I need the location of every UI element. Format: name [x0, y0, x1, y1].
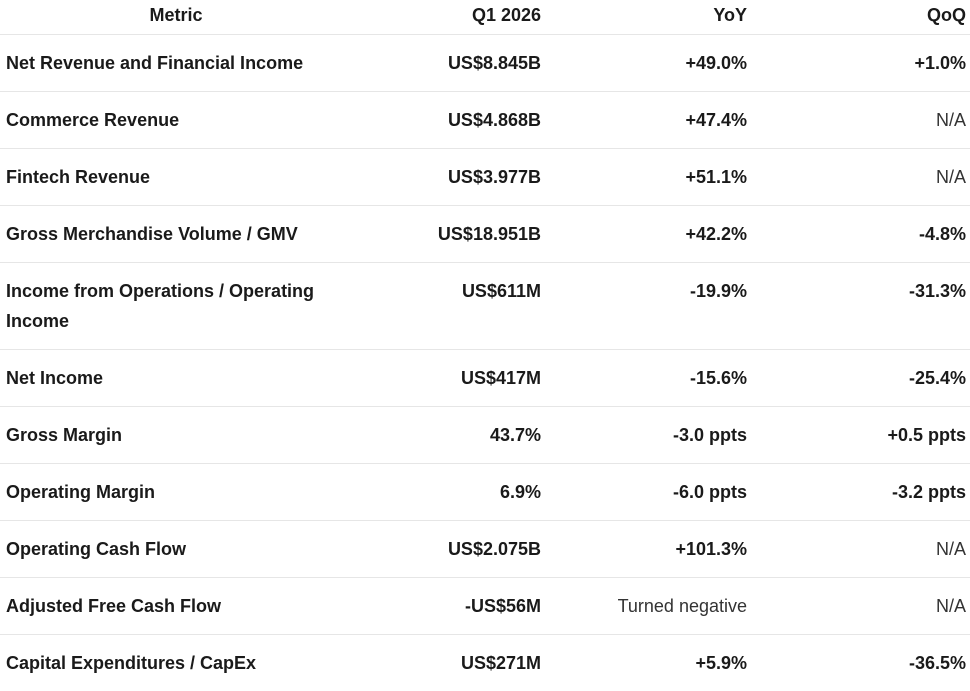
- column-header: Q1 2026: [350, 0, 545, 35]
- metric-value: US$3.977B: [350, 149, 545, 206]
- metric-value: +101.3%: [545, 521, 751, 578]
- metric-value: +51.1%: [545, 149, 751, 206]
- metric-value: -3.2 ppts: [751, 464, 970, 521]
- metric-value: US$271M: [350, 635, 545, 691]
- metric-value: US$8.845B: [350, 35, 545, 92]
- column-header: YoY: [545, 0, 751, 35]
- metric-value: 43.7%: [350, 407, 545, 464]
- metric-name: Net Revenue and Financial Income: [0, 35, 350, 92]
- metric-value: N/A: [751, 578, 970, 635]
- metric-value: -3.0 ppts: [545, 407, 751, 464]
- metric-value: -31.3%: [751, 263, 970, 350]
- metric-value: +42.2%: [545, 206, 751, 263]
- metric-value: -4.8%: [751, 206, 970, 263]
- metric-value: N/A: [751, 521, 970, 578]
- metric-value: +5.9%: [545, 635, 751, 691]
- metric-value: 6.9%: [350, 464, 545, 521]
- metric-value: N/A: [751, 92, 970, 149]
- metric-name: Net Income: [0, 350, 350, 407]
- metric-value: -36.5%: [751, 635, 970, 691]
- metric-value: -19.9%: [545, 263, 751, 350]
- metric-value: -15.6%: [545, 350, 751, 407]
- table-row: Income from Operations / Operating Incom…: [0, 263, 970, 350]
- metric-name: Gross Margin: [0, 407, 350, 464]
- metric-name: Operating Margin: [0, 464, 350, 521]
- metric-name: Operating Cash Flow: [0, 521, 350, 578]
- metric-value: US$417M: [350, 350, 545, 407]
- metric-value: US$2.075B: [350, 521, 545, 578]
- metric-name: Commerce Revenue: [0, 92, 350, 149]
- metric-value: N/A: [751, 149, 970, 206]
- column-header: Metric: [0, 0, 350, 35]
- metric-value: +47.4%: [545, 92, 751, 149]
- page: {"table": { "columns": ["Metric", "Q1 20…: [0, 0, 970, 668]
- metric-name: Gross Merchandise Volume / GMV: [0, 206, 350, 263]
- column-header: QoQ: [751, 0, 970, 35]
- metric-value: US$4.868B: [350, 92, 545, 149]
- metric-value: +1.0%: [751, 35, 970, 92]
- metric-value: +49.0%: [545, 35, 751, 92]
- metric-name: Fintech Revenue: [0, 149, 350, 206]
- metric-value: -25.4%: [751, 350, 970, 407]
- metric-name: Capital Expenditures / CapEx: [0, 635, 350, 691]
- metric-value: -6.0 ppts: [545, 464, 751, 521]
- metric-value: -US$56M: [350, 578, 545, 635]
- metric-value: US$18.951B: [350, 206, 545, 263]
- metric-value: +0.5 ppts: [751, 407, 970, 464]
- metric-value: US$611M: [350, 263, 545, 350]
- metric-name: Income from Operations / Operating Incom…: [0, 263, 350, 350]
- metric-value: Turned negative: [545, 578, 751, 635]
- metric-name: Adjusted Free Cash Flow: [0, 578, 350, 635]
